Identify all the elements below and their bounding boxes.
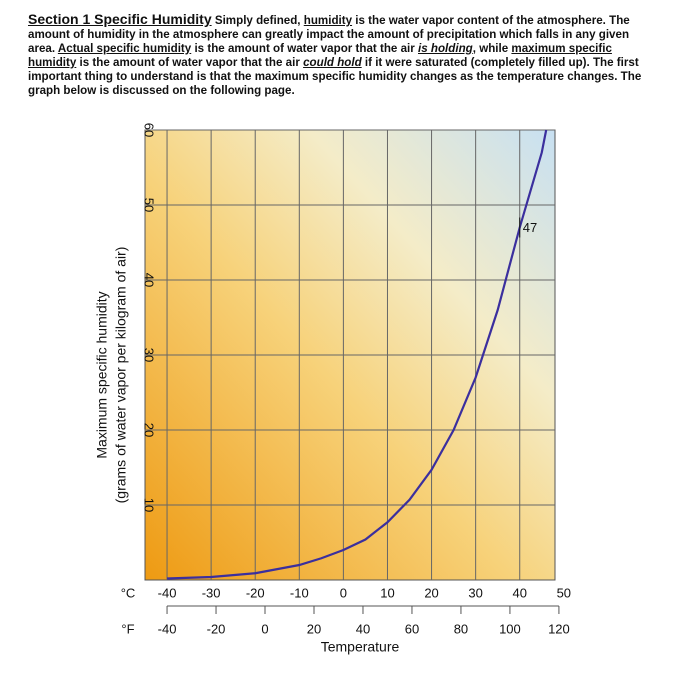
text: is the amount of water vapor that the ai… [76, 56, 304, 69]
y-axis-label: Maximum specific humidity [94, 291, 110, 458]
x-tick-label: 30 [468, 585, 482, 600]
x2-tick-label: -20 [207, 621, 226, 636]
x-tick-label: 20 [424, 585, 438, 600]
text: could hold [303, 56, 362, 69]
text: , while [472, 42, 512, 55]
y-tick-label: 20 [142, 423, 157, 437]
x-tick-label: 40 [512, 585, 526, 600]
x2-unit: °F [121, 621, 134, 636]
text: maximum specific humidity [28, 42, 612, 69]
x2-tick-label: 0 [261, 621, 268, 636]
x-tick-label: -40 [158, 585, 177, 600]
curve [167, 129, 548, 580]
x-tick-label: -10 [290, 585, 309, 600]
x-unit: °C [121, 585, 136, 600]
y-tick-label: 60 [142, 123, 157, 137]
text: if it were saturated (completely filled … [28, 56, 642, 97]
text: is holding [418, 42, 473, 55]
x2-tick-label: -40 [158, 621, 177, 636]
x2-tick-label: 60 [405, 621, 419, 636]
x2-tick-label: 40 [356, 621, 370, 636]
y-tick-label: 10 [142, 498, 157, 512]
y-tick-label: 30 [142, 348, 157, 362]
heading: Section 1 Specific Humidity [28, 11, 212, 27]
y-axis-label: (grams of water vapor per kilogram of ai… [113, 247, 129, 504]
x2-tick-label: 120 [548, 621, 570, 636]
x2-tick-label: 80 [454, 621, 468, 636]
text: Simply defined, [214, 14, 304, 27]
x2-tick-label: 20 [307, 621, 321, 636]
x-tick-label: -20 [246, 585, 265, 600]
x-tick-label: 50 [557, 585, 571, 600]
text: Actual specific humidity [57, 42, 192, 55]
text: humidity [303, 14, 353, 27]
x-axis-label: Temperature [321, 639, 400, 655]
x-tick-label: 0 [340, 585, 347, 600]
text-block: Section 1 Specific Humidity Simply defin… [28, 12, 656, 98]
text: is the amount of water vapor that the ai… [191, 42, 418, 55]
x-tick-label: -30 [202, 585, 221, 600]
x-tick-label: 10 [380, 585, 394, 600]
annotation: 47 [523, 220, 537, 235]
y-tick-label: 50 [142, 198, 157, 212]
text: is the water vapor content of the atmosp… [28, 14, 630, 55]
y-tick-label: 40 [142, 273, 157, 287]
x2-tick-label: 100 [499, 621, 521, 636]
